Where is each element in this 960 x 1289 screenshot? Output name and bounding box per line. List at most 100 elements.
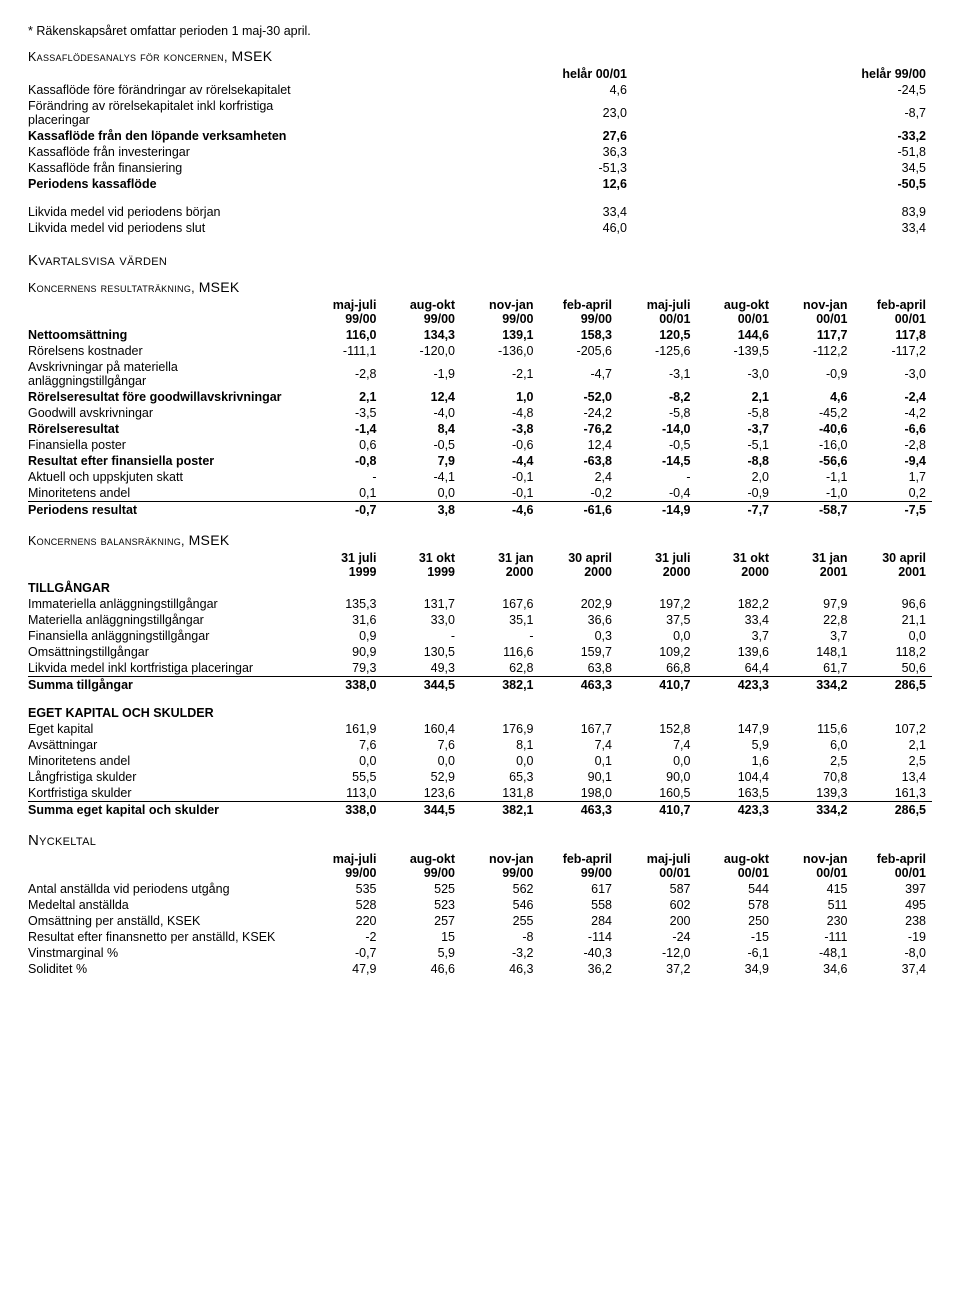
cell: 50,6 bbox=[854, 660, 933, 677]
cell: -0,7 bbox=[304, 945, 383, 961]
cell: 131,7 bbox=[383, 596, 462, 612]
row-label: TILLGÅNGAR bbox=[28, 580, 304, 596]
col-h: nov-jan99/00 bbox=[461, 297, 540, 327]
cell: -1,9 bbox=[383, 359, 462, 389]
cell: 109,2 bbox=[618, 644, 697, 660]
cell: -3,5 bbox=[304, 405, 383, 421]
cell: 202,9 bbox=[540, 596, 619, 612]
cell: 286,5 bbox=[854, 677, 933, 694]
section-label: EGET KAPITAL OCH SKULDER bbox=[28, 705, 932, 721]
row-label: Likvida medel vid periodens början bbox=[28, 204, 334, 220]
cell: 587 bbox=[618, 881, 697, 897]
header-row: helår 00/01 helår 99/00 bbox=[28, 66, 932, 82]
table-row: Kassaflöde från finansiering-51,334,5 bbox=[28, 160, 932, 176]
table-row: Rörelseresultat-1,48,4-3,8-76,2-14,0-3,7… bbox=[28, 421, 932, 437]
row-label: Eget kapital bbox=[28, 721, 304, 737]
cell: 33,0 bbox=[383, 612, 462, 628]
cell: 118,2 bbox=[854, 644, 933, 660]
table-row: Omsättning per anställd, KSEK22025725528… bbox=[28, 913, 932, 929]
cell: 7,6 bbox=[383, 737, 462, 753]
cell: 0,1 bbox=[304, 485, 383, 502]
cell: 37,5 bbox=[618, 612, 697, 628]
cell: 27,6 bbox=[334, 128, 633, 144]
cell: 0,0 bbox=[304, 753, 383, 769]
cell: 8,4 bbox=[383, 421, 462, 437]
cell: 7,4 bbox=[618, 737, 697, 753]
cell: 33,4 bbox=[697, 612, 776, 628]
table-row: Kassaflöde före förändringar av rörelsek… bbox=[28, 82, 932, 98]
row-label: Avsättningar bbox=[28, 737, 304, 753]
section-label: TILLGÅNGAR bbox=[28, 580, 932, 596]
cell: 144,6 bbox=[697, 327, 776, 343]
cell: -4,4 bbox=[461, 453, 540, 469]
cell: 338,0 bbox=[304, 802, 383, 819]
col-h: 31 jan2001 bbox=[775, 550, 854, 580]
table-row: Kassaflöde från investeringar36,3-51,8 bbox=[28, 144, 932, 160]
cell: 63,8 bbox=[540, 660, 619, 677]
cell: -0,8 bbox=[304, 453, 383, 469]
col-h: aug-okt99/00 bbox=[383, 297, 462, 327]
row-label: Omsättning per anställd, KSEK bbox=[28, 913, 304, 929]
col-h: helår 99/00 bbox=[633, 66, 932, 82]
cell: 159,7 bbox=[540, 644, 619, 660]
cell: 2,1 bbox=[854, 737, 933, 753]
row-label: Förändring av rörelsekapitalet inkl korf… bbox=[28, 98, 334, 128]
cell: 5,9 bbox=[697, 737, 776, 753]
cell: 37,2 bbox=[618, 961, 697, 977]
table-row: Likvida medel inkl kortfristiga placerin… bbox=[28, 660, 932, 677]
cell: 70,8 bbox=[775, 769, 854, 785]
row-label: Summa eget kapital och skulder bbox=[28, 802, 304, 819]
cell: 535 bbox=[304, 881, 383, 897]
cell: 0,9 bbox=[304, 628, 383, 644]
title-text: Kassaflödesanalys för koncernen, bbox=[28, 50, 232, 64]
cell: 2,1 bbox=[697, 389, 776, 405]
table-row: Goodwill avskrivningar-3,5-4,0-4,8-24,2-… bbox=[28, 405, 932, 421]
col-h: aug-okt00/01 bbox=[697, 851, 776, 881]
row-label: Kassaflöde från investeringar bbox=[28, 144, 334, 160]
sum-row: Summa tillgångar338,0344,5382,1463,3410,… bbox=[28, 677, 932, 694]
cell: -2,4 bbox=[854, 389, 933, 405]
cell: -3,7 bbox=[697, 421, 776, 437]
row-label: Medeltal anställda bbox=[28, 897, 304, 913]
cell: -8,2 bbox=[618, 389, 697, 405]
cell: 115,6 bbox=[775, 721, 854, 737]
col-h: 31 okt2000 bbox=[697, 550, 776, 580]
cell: 131,8 bbox=[461, 785, 540, 802]
cell: 90,9 bbox=[304, 644, 383, 660]
cell: -40,6 bbox=[775, 421, 854, 437]
cell: 12,6 bbox=[334, 176, 633, 192]
table-row: Likvida medel vid periodens början33,483… bbox=[28, 204, 932, 220]
cell: 34,5 bbox=[633, 160, 932, 176]
cell: -14,0 bbox=[618, 421, 697, 437]
col-h: feb-april00/01 bbox=[854, 851, 933, 881]
col-h: maj-juli99/00 bbox=[304, 297, 383, 327]
cell: - bbox=[618, 469, 697, 485]
row-label: Resultat efter finansiella poster bbox=[28, 453, 304, 469]
table-row: Soliditet %47,946,646,336,237,234,934,63… bbox=[28, 961, 932, 977]
cell: 2,1 bbox=[304, 389, 383, 405]
cell: 423,3 bbox=[697, 677, 776, 694]
cell: 528 bbox=[304, 897, 383, 913]
cell: 64,4 bbox=[697, 660, 776, 677]
cell: 12,4 bbox=[540, 437, 619, 453]
cell: -0,2 bbox=[540, 485, 619, 502]
row-label: Rörelseresultat före goodwillavskrivning… bbox=[28, 389, 304, 405]
cell: 238 bbox=[854, 913, 933, 929]
cell: 230 bbox=[775, 913, 854, 929]
cell: 113,0 bbox=[304, 785, 383, 802]
cell: 200 bbox=[618, 913, 697, 929]
cell: 160,5 bbox=[618, 785, 697, 802]
cell: 22,8 bbox=[775, 612, 854, 628]
cell: 12,4 bbox=[383, 389, 462, 405]
cell: 0,0 bbox=[618, 753, 697, 769]
col-h: 30 april2001 bbox=[854, 550, 933, 580]
cell: -51,3 bbox=[334, 160, 633, 176]
cell: 5,9 bbox=[383, 945, 462, 961]
header-row: maj-juli99/00aug-okt99/00nov-jan99/00feb… bbox=[28, 297, 932, 327]
col-h: nov-jan00/01 bbox=[775, 851, 854, 881]
row-label: Finansiella anläggningstillgångar bbox=[28, 628, 304, 644]
header-row: maj-juli99/00aug-okt99/00nov-jan99/00feb… bbox=[28, 851, 932, 881]
row-label: Långfristiga skulder bbox=[28, 769, 304, 785]
cell: 0,0 bbox=[854, 628, 933, 644]
cell: 161,9 bbox=[304, 721, 383, 737]
